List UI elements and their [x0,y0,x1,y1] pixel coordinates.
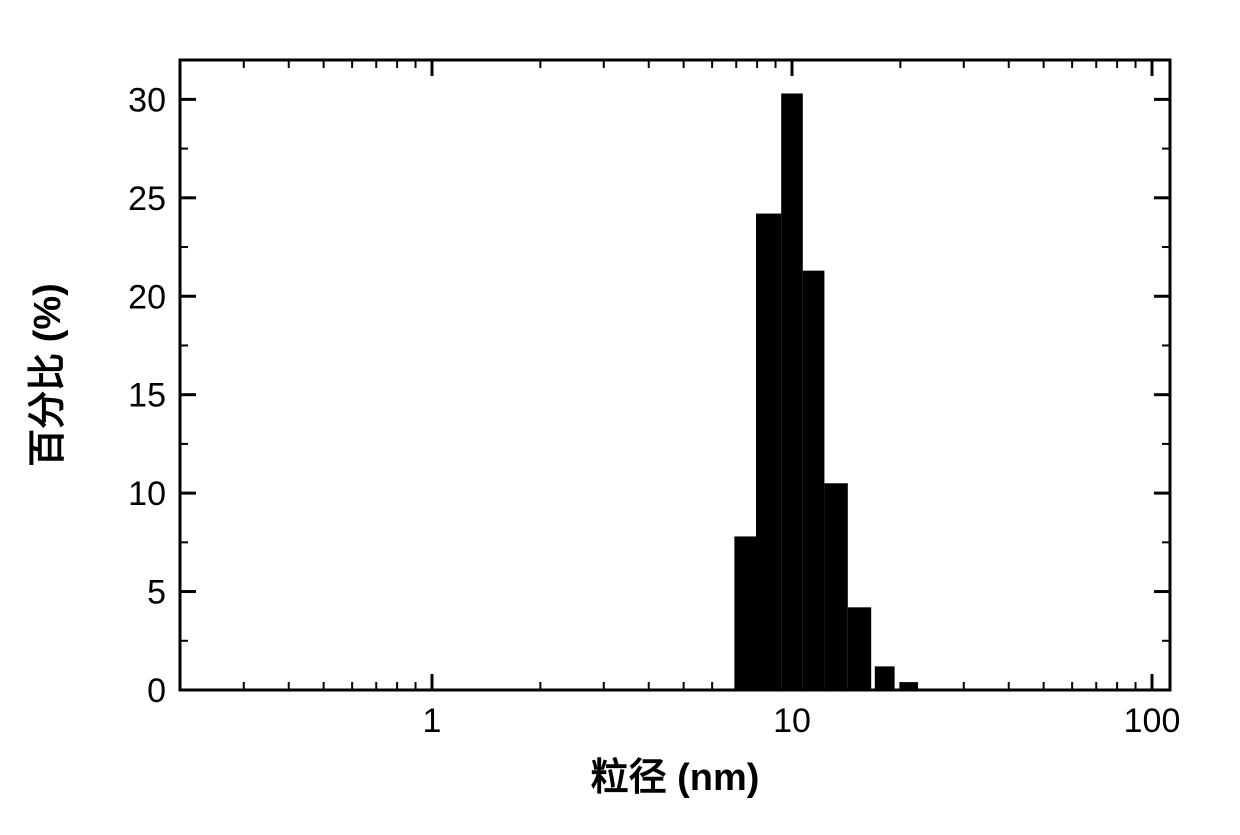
chart-svg: 1 10 100 0 5 10 15 20 25 30 粒径 (nm) 百分比 (%) [0,0,1240,835]
x-tick-label: 1 [423,702,442,740]
histogram-bar [734,536,756,690]
histogram-bar [875,666,895,690]
y-tick-label: 20 [128,278,166,316]
y-tick-label: 15 [128,377,166,415]
x-tick-label: 10 [773,702,811,740]
histogram-bar [848,607,871,690]
y-tick-label: 5 [147,574,166,612]
y-tick-label: 0 [147,672,166,710]
y-tick-label: 10 [128,475,166,513]
chart-container: 1 10 100 0 5 10 15 20 25 30 粒径 (nm) 百分比 (%) [0,0,1240,835]
x-axis-label: 粒径 (nm) [591,757,760,799]
histogram-bar [781,93,803,690]
histogram-bar [824,483,847,690]
y-axis-label: 百分比 (%) [27,283,69,467]
y-tick-label: 25 [128,180,166,218]
histogram-bar [756,214,781,690]
x-tick-label: 100 [1124,702,1181,740]
histogram-bar [803,271,825,690]
y-tick-label: 30 [128,81,166,119]
